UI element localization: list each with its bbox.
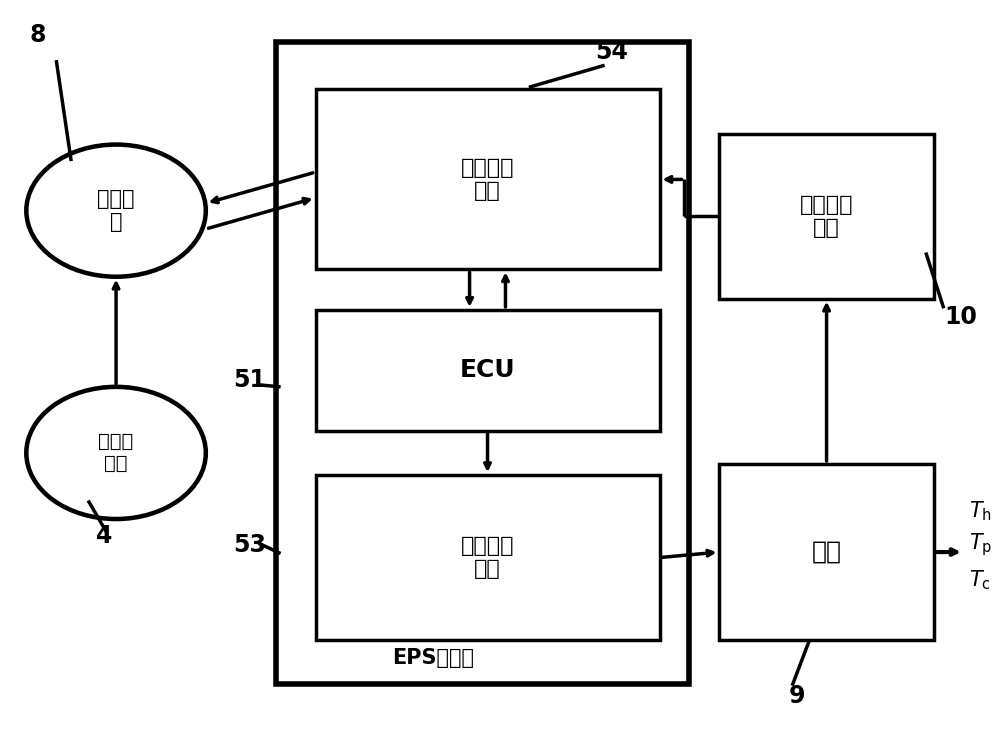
Text: 电机: 电机 [812, 540, 842, 564]
Text: $T_\mathrm{h}$: $T_\mathrm{h}$ [969, 500, 992, 523]
FancyBboxPatch shape [316, 310, 660, 431]
Text: EPS状态机: EPS状态机 [392, 648, 474, 668]
Text: 行车电
脑: 行车电 脑 [97, 189, 135, 232]
Text: 电机驱动
模块: 电机驱动 模块 [461, 536, 514, 579]
Text: 信号通讯
模块: 信号通讯 模块 [461, 158, 514, 201]
FancyBboxPatch shape [316, 89, 660, 270]
Text: 4: 4 [96, 524, 112, 548]
Text: 54: 54 [595, 40, 628, 63]
Circle shape [26, 387, 206, 519]
Text: 53: 53 [233, 533, 266, 557]
Circle shape [26, 144, 206, 276]
Text: 10: 10 [945, 305, 978, 329]
Text: 9: 9 [789, 684, 806, 708]
Text: 电机信号
模块: 电机信号 模块 [800, 195, 853, 238]
Text: 外部传
感器: 外部传 感器 [98, 433, 134, 473]
Text: 51: 51 [233, 368, 266, 392]
Text: $T_\mathrm{p}$: $T_\mathrm{p}$ [969, 531, 992, 558]
Text: ECU: ECU [460, 358, 515, 383]
FancyBboxPatch shape [276, 42, 689, 684]
Text: 8: 8 [29, 23, 46, 46]
FancyBboxPatch shape [719, 464, 934, 640]
FancyBboxPatch shape [719, 133, 934, 298]
FancyBboxPatch shape [316, 475, 660, 640]
Text: $T_\mathrm{c}$: $T_\mathrm{c}$ [969, 568, 990, 592]
